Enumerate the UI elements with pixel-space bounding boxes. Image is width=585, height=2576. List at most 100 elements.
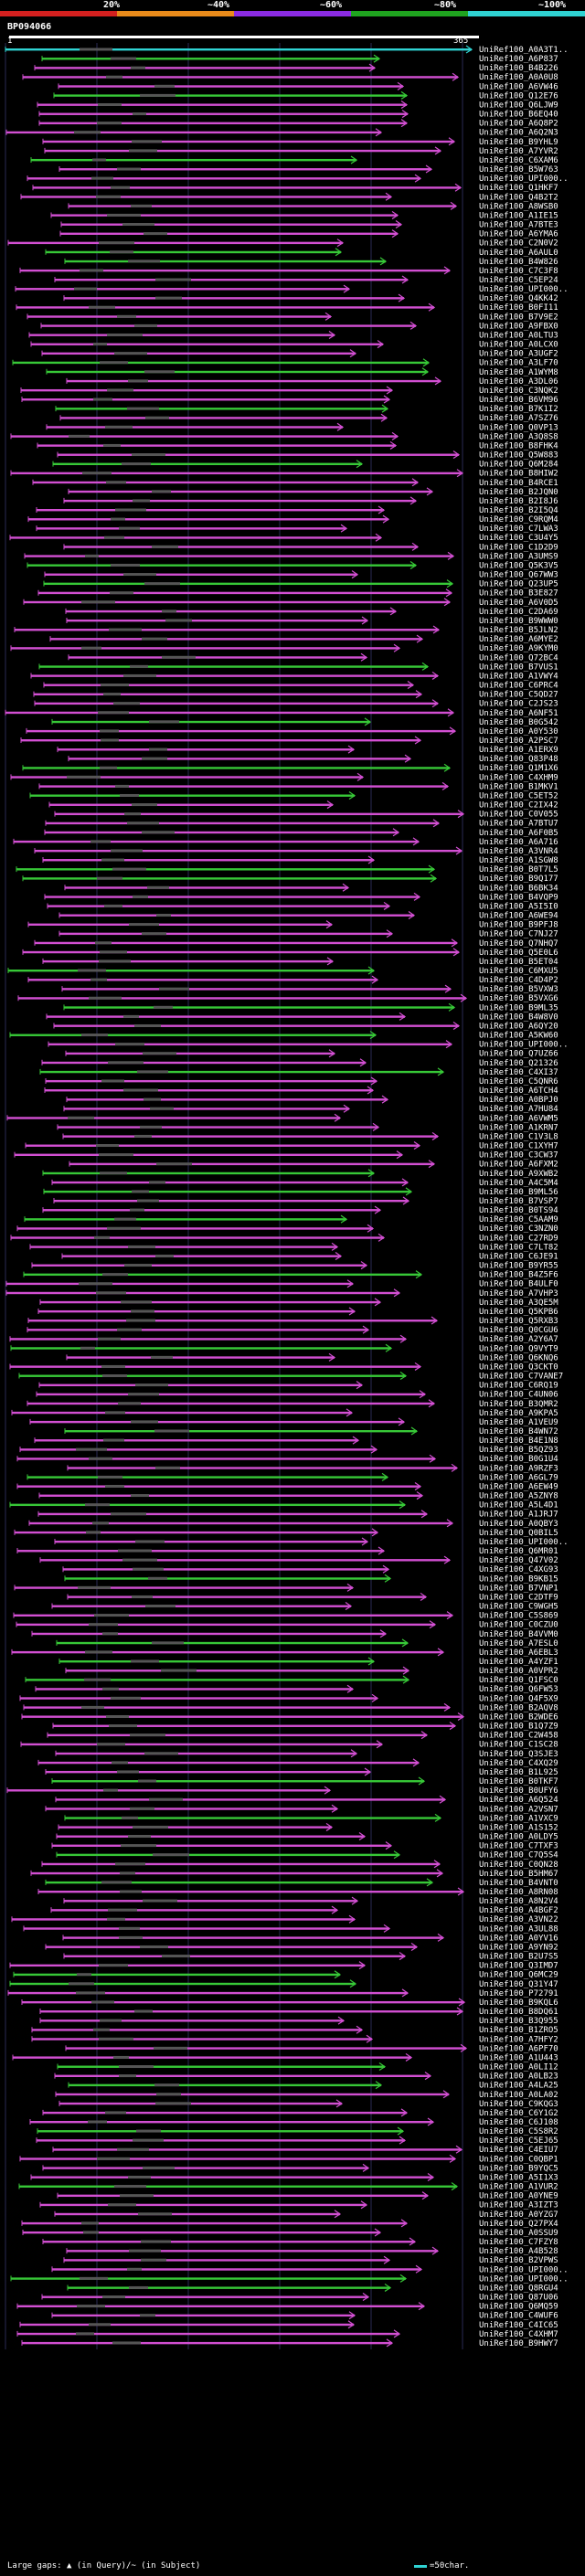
- alignment-row[interactable]: UniRef100_B9KB15: [64, 1574, 558, 1584]
- hit-label[interactable]: UniRef100_Q5E0L6: [479, 949, 558, 958]
- hit-label[interactable]: UniRef100_C7C3F8: [479, 267, 558, 276]
- hit-label[interactable]: UniRef100_UPI000..: [479, 2274, 569, 2284]
- alignment-row[interactable]: UniRef100_C7TXF3: [51, 1841, 558, 1851]
- alignment-row[interactable]: UniRef100_B9ML56: [43, 1187, 558, 1197]
- hit-label[interactable]: UniRef100_C4XI37: [479, 1068, 558, 1077]
- alignment-row[interactable]: UniRef100_B9YQC5: [42, 2163, 558, 2173]
- hit-label[interactable]: UniRef100_C7LT82: [479, 1243, 558, 1252]
- alignment-row[interactable]: UniRef100_B9PFJ8: [27, 920, 558, 930]
- alignment-row[interactable]: UniRef100_B9HWY7: [21, 2338, 558, 2348]
- hit-label[interactable]: UniRef100_B5VXG6: [479, 994, 558, 1003]
- hit-label[interactable]: UniRef100_A1VXC9: [479, 1814, 558, 1823]
- hit-label[interactable]: UniRef100_A9KYM0: [479, 644, 558, 653]
- alignment-row[interactable]: UniRef100_A5I5I0: [47, 901, 558, 911]
- alignment-row[interactable]: UniRef100_C0CZU0: [16, 1620, 558, 1630]
- alignment-row[interactable]: UniRef100_Q4KK42: [63, 293, 558, 303]
- hit-label[interactable]: UniRef100_A5KW60: [479, 1032, 558, 1041]
- hit-label[interactable]: UniRef100_A6EBL3: [479, 1648, 558, 1658]
- hit-label[interactable]: UniRef100_A4B528: [479, 2247, 558, 2256]
- alignment-row[interactable]: UniRef100_A7HU84: [63, 1104, 558, 1114]
- alignment-row[interactable]: UniRef100_C3U4Y5: [9, 533, 558, 543]
- hit-label[interactable]: UniRef100_A1ERX9: [479, 746, 558, 755]
- alignment-row[interactable]: UniRef100_B3QMR2: [27, 1399, 558, 1409]
- hit-label[interactable]: UniRef100_C4UN06: [479, 1391, 558, 1400]
- hit-label[interactable]: UniRef100_C5AAM9: [479, 1215, 558, 1224]
- alignment-row[interactable]: UniRef100_A1U443: [12, 2052, 558, 2062]
- alignment-row[interactable]: UniRef100_A3DL06: [66, 376, 558, 387]
- hit-label[interactable]: UniRef100_B7V9E2: [479, 313, 558, 322]
- hit-label[interactable]: UniRef100_C1V3L8: [479, 1132, 558, 1141]
- alignment-row[interactable]: UniRef100_Q3SJE3: [55, 1749, 558, 1759]
- alignment-row[interactable]: UniRef100_C2DA69: [65, 607, 558, 617]
- hit-label[interactable]: UniRef100_Q23UP5: [479, 580, 558, 589]
- hit-label[interactable]: UniRef100_Q4KK42: [479, 294, 558, 303]
- alignment-row[interactable]: UniRef100_A0BPJ0: [66, 1095, 558, 1105]
- hit-label[interactable]: UniRef100_C3U4Y5: [479, 534, 558, 543]
- hit-label[interactable]: UniRef100_B9YHL9: [479, 138, 558, 147]
- hit-label[interactable]: UniRef100_A6MYE2: [479, 635, 558, 644]
- hit-label[interactable]: UniRef100_C9RQM4: [479, 515, 558, 525]
- hit-label[interactable]: UniRef100_B0UFY6: [479, 1786, 558, 1796]
- hit-label[interactable]: UniRef100_A8WSB0: [479, 202, 558, 211]
- hit-label[interactable]: UniRef100_A4LA25: [479, 2082, 558, 2091]
- hit-label[interactable]: UniRef100_B2I8J6: [479, 497, 558, 506]
- alignment-row[interactable]: UniRef100_C2JS23: [34, 699, 558, 709]
- alignment-row[interactable]: UniRef100_B5QZ93: [19, 1445, 558, 1455]
- hit-label[interactable]: UniRef100_A7BTE3: [479, 221, 558, 230]
- hit-label[interactable]: UniRef100_A1VUR2: [479, 2183, 558, 2192]
- alignment-row[interactable]: UniRef100_B2I5Q4: [36, 505, 558, 515]
- alignment-row[interactable]: UniRef100_C9RQM4: [27, 514, 558, 525]
- hit-label[interactable]: UniRef100_A0VPR2: [479, 1667, 558, 1676]
- alignment-row[interactable]: UniRef100_A0LB23: [54, 2072, 558, 2082]
- hit-label[interactable]: UniRef100_B3E827: [479, 589, 558, 599]
- hit-label[interactable]: UniRef100_B6EQ40: [479, 111, 558, 120]
- alignment-row[interactable]: UniRef100_Q83P48: [68, 754, 558, 764]
- hit-label[interactable]: UniRef100_C6MXU5: [479, 967, 558, 976]
- hit-label[interactable]: UniRef100_Q6MC29: [479, 1971, 558, 1980]
- hit-label[interactable]: UniRef100_A6F0B5: [479, 829, 558, 838]
- alignment-row[interactable]: UniRef100_Q67WW3: [44, 570, 558, 580]
- alignment-row[interactable]: UniRef100_A6VWM5: [6, 1113, 558, 1123]
- alignment-row[interactable]: UniRef100_A0A0U8: [22, 72, 558, 82]
- hit-label[interactable]: UniRef100_A9RZF3: [479, 1464, 558, 1473]
- hit-label[interactable]: UniRef100_Q8RGU4: [479, 2284, 558, 2293]
- alignment-row[interactable]: UniRef100_B0TS94: [42, 1205, 558, 1215]
- hit-label[interactable]: UniRef100_Q3CKT0: [479, 1362, 558, 1372]
- hit-label[interactable]: UniRef100_A7SZ76: [479, 414, 558, 423]
- alignment-row[interactable]: UniRef100_Q27PX4: [21, 2219, 558, 2229]
- hit-label[interactable]: UniRef100_Q27PX4: [479, 2220, 558, 2229]
- hit-label[interactable]: UniRef100_A1U443: [479, 2053, 558, 2062]
- alignment-row[interactable]: UniRef100_A4C5M4: [51, 1178, 558, 1188]
- hit-label[interactable]: UniRef100_B2WDE6: [479, 1712, 558, 1722]
- hit-label[interactable]: UniRef100_B9ML56: [479, 1188, 558, 1197]
- hit-label[interactable]: UniRef100_B2I5Q4: [479, 506, 558, 515]
- hit-label[interactable]: UniRef100_Q9VYT9: [479, 1344, 558, 1353]
- alignment-row[interactable]: UniRef100_B1ZRO5: [31, 2025, 558, 2035]
- alignment-row[interactable]: UniRef100_C1D2D9: [63, 542, 558, 552]
- alignment-row[interactable]: UniRef100_B5JLN2: [14, 625, 558, 635]
- alignment-row[interactable]: UniRef100_A1WYM8: [46, 367, 558, 377]
- hit-label[interactable]: UniRef100_A6Q2N3: [479, 129, 558, 138]
- hit-label[interactable]: UniRef100_A7ESL0: [479, 1639, 558, 1648]
- hit-label[interactable]: UniRef100_Q1FSC0: [479, 1676, 558, 1685]
- hit-label[interactable]: UniRef100_C2DA69: [479, 608, 558, 617]
- alignment-row[interactable]: UniRef100_A7ESL0: [56, 1638, 558, 1648]
- alignment-row[interactable]: UniRef100_B4VNT0: [45, 1878, 558, 1888]
- alignment-row[interactable]: UniRef100_B7V9E2: [27, 312, 558, 322]
- hit-label[interactable]: UniRef100_A3LF70: [479, 359, 558, 368]
- alignment-row[interactable]: UniRef100_A1KRN7: [57, 1122, 558, 1132]
- alignment-row[interactable]: UniRef100_Q23UP5: [43, 579, 558, 589]
- alignment-row[interactable]: UniRef100_B0FI11: [16, 302, 558, 313]
- hit-label[interactable]: UniRef100_B1MKV1: [479, 782, 558, 791]
- hit-label[interactable]: UniRef100_Q6FW53: [479, 1685, 558, 1694]
- alignment-row[interactable]: UniRef100_Q5E0L6: [22, 948, 558, 958]
- alignment-row[interactable]: UniRef100_B8FHK4: [37, 440, 558, 451]
- alignment-row[interactable]: UniRef100_B6VM96: [21, 395, 558, 405]
- alignment-row[interactable]: UniRef100_B4E1N8: [34, 1436, 558, 1446]
- hit-label[interactable]: UniRef100_C1D2D9: [479, 543, 558, 552]
- hit-label[interactable]: UniRef100_C6Y1G2: [479, 2109, 558, 2118]
- hit-label[interactable]: UniRef100_B6BK34: [479, 884, 558, 893]
- hit-label[interactable]: UniRef100_C5S869: [479, 1612, 558, 1621]
- hit-label[interactable]: UniRef100_P72791: [479, 1989, 558, 1998]
- hit-label[interactable]: UniRef100_A7YVR2: [479, 147, 558, 156]
